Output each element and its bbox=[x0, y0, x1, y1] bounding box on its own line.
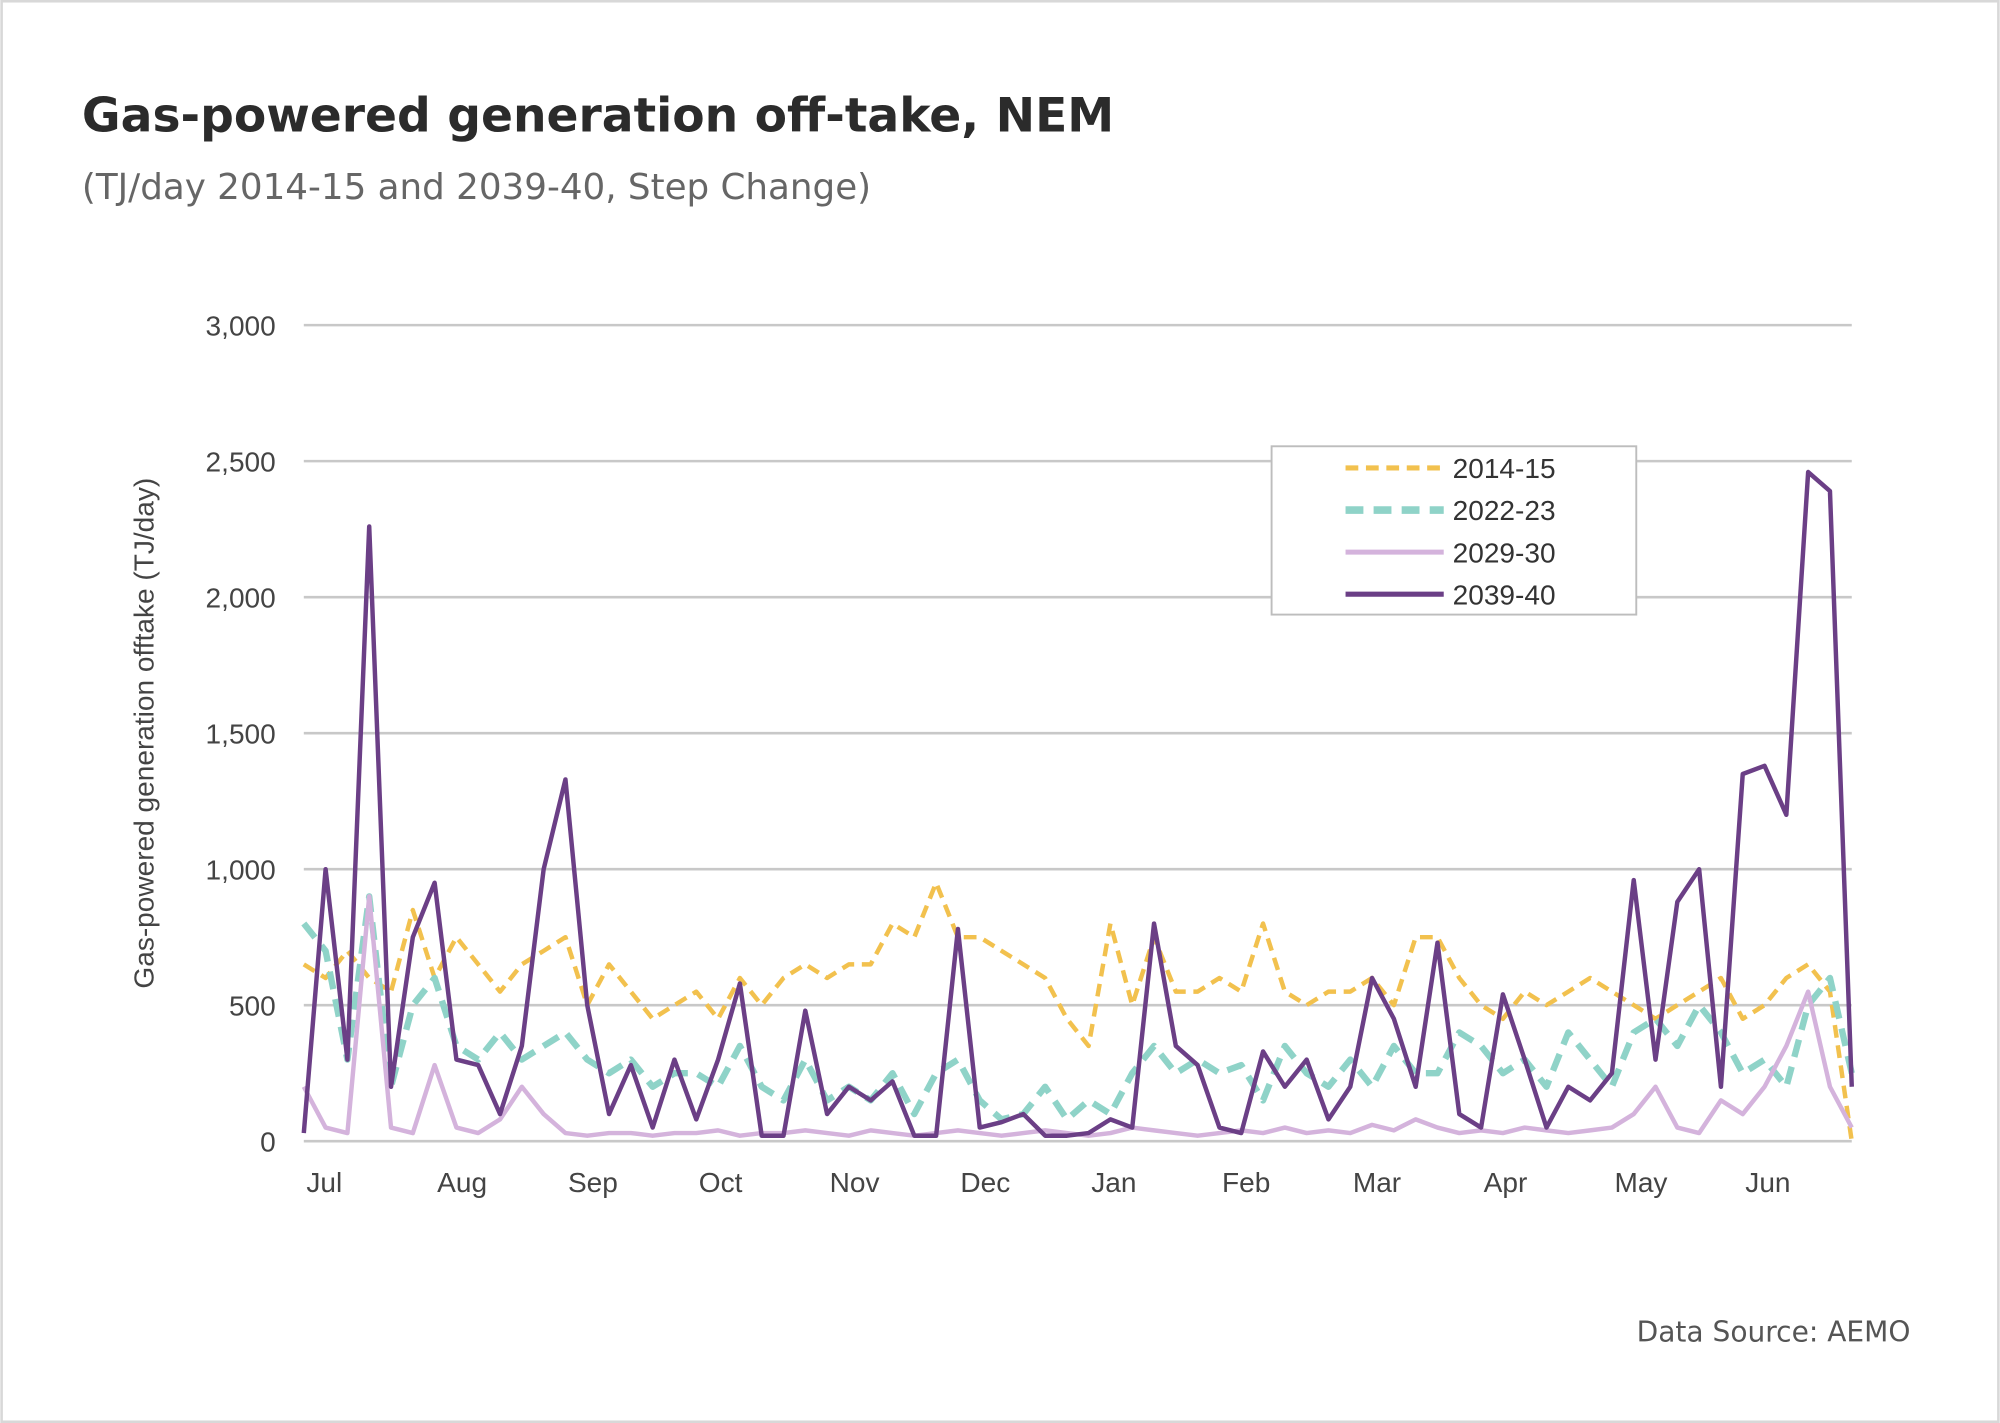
x-tick-label: Mar bbox=[1353, 1167, 1401, 1198]
x-tick-label: Apr bbox=[1484, 1167, 1528, 1198]
x-tick-label: Oct bbox=[699, 1167, 743, 1198]
chart-subtitle: (TJ/day 2014-15 and 2039-40, Step Change… bbox=[82, 167, 871, 208]
legend-box bbox=[1270, 445, 1638, 616]
y-axis-label: Gas-powered generation offtake (TJ/day) bbox=[128, 478, 159, 989]
y-tick-label: 1,500 bbox=[206, 718, 276, 749]
x-tick-label: Dec bbox=[960, 1167, 1010, 1198]
y-tick-label: 2,500 bbox=[206, 446, 276, 477]
legend-label: 2014-15 bbox=[1453, 453, 1556, 484]
y-tick-label: 1,000 bbox=[206, 854, 276, 885]
x-tick-label: Nov bbox=[830, 1167, 880, 1198]
y-tick-label: 500 bbox=[229, 990, 276, 1021]
series-line bbox=[301, 469, 1854, 1138]
x-tick-label: Jun bbox=[1745, 1167, 1790, 1198]
x-tick-label: Sep bbox=[568, 1167, 618, 1198]
chart-title: Gas-powered generation off-take, NEM bbox=[82, 88, 1114, 143]
legend-label: 2022-23 bbox=[1453, 495, 1556, 526]
y-tick-label: 2,000 bbox=[206, 582, 276, 613]
source: Data Source: AEMO bbox=[1637, 1315, 1911, 1348]
x-tick-label: Jan bbox=[1091, 1167, 1136, 1198]
y-tick-label: 0 bbox=[260, 1126, 276, 1157]
x-tick-label: Aug bbox=[437, 1167, 487, 1198]
legend-label: 2029-30 bbox=[1453, 537, 1556, 568]
x-tick-label: Jul bbox=[306, 1167, 342, 1198]
legend-label: 2039-40 bbox=[1453, 579, 1556, 610]
series-line bbox=[301, 893, 1855, 1123]
y-tick-label: 3,000 bbox=[206, 310, 276, 341]
x-tick-label: Feb bbox=[1222, 1167, 1270, 1198]
x-tick-label: May bbox=[1614, 1167, 1667, 1198]
series-line bbox=[302, 880, 1854, 1142]
